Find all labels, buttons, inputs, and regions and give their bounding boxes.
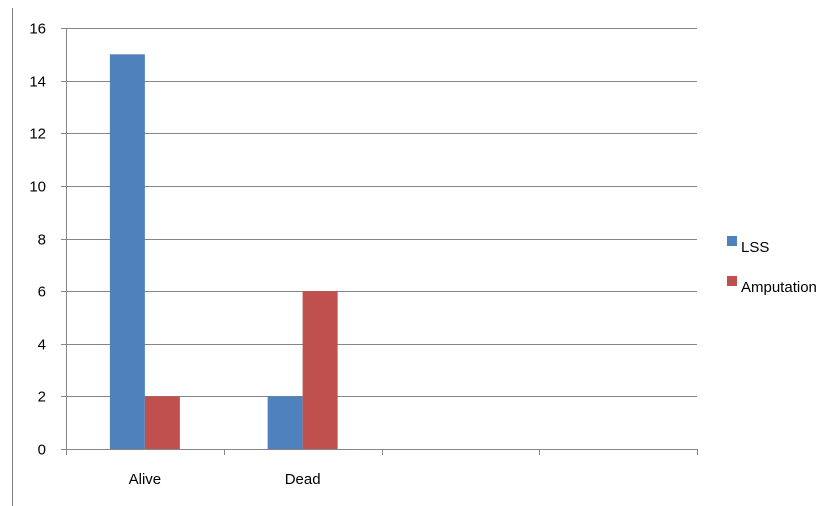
y-tick-label: 2 [38, 389, 46, 406]
gridlines [66, 28, 697, 397]
y-tick-label: 10 [29, 179, 46, 196]
bar [302, 291, 338, 449]
legend-swatch [727, 236, 737, 246]
x-category-label: Dead [285, 471, 321, 488]
x-category-labels: Alive Dead [129, 471, 321, 488]
axes [61, 28, 698, 455]
y-tick-label: 16 [29, 21, 46, 38]
bar [267, 396, 303, 449]
y-tick-label: 6 [38, 284, 46, 301]
y-tick-label: 14 [29, 74, 46, 91]
bar [144, 396, 180, 449]
bars [109, 54, 338, 449]
y-tick-label: 0 [38, 442, 46, 459]
y-tick-labels: 0 2 4 6 8 10 12 14 16 [29, 21, 46, 459]
y-tick-label: 8 [38, 232, 46, 249]
legend-label: Amputation [741, 279, 817, 296]
bar [109, 54, 145, 449]
x-category-label: Alive [129, 471, 162, 488]
legend: LSS Amputation [727, 236, 817, 296]
y-tick-label: 4 [38, 337, 46, 354]
legend-label: LSS [741, 239, 769, 256]
y-tick-label: 12 [29, 126, 46, 143]
legend-swatch [727, 276, 737, 286]
